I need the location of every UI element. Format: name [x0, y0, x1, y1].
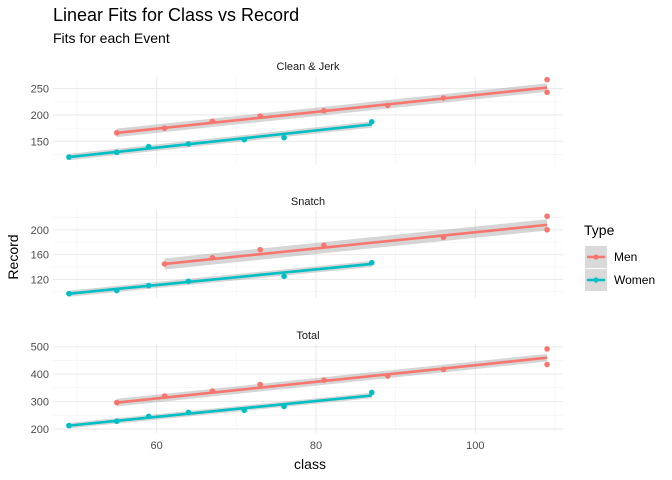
legend-key-point	[593, 254, 599, 260]
data-point	[544, 213, 550, 219]
data-point	[145, 282, 152, 289]
legend-title: Type	[584, 222, 615, 238]
data-point	[241, 407, 248, 414]
y-tick-label: 120	[31, 274, 49, 286]
data-point	[145, 143, 152, 150]
data-point	[209, 388, 216, 394]
y-tick-label: 400	[31, 369, 49, 381]
data-point	[321, 377, 327, 383]
data-point	[544, 227, 550, 233]
legend-key-point	[593, 277, 599, 283]
data-point	[440, 95, 447, 101]
facet-panel: Snatch 120 160 200	[31, 196, 563, 298]
series-men	[113, 76, 550, 138]
legend-label: Women	[614, 273, 655, 287]
data-point	[281, 273, 287, 280]
series-women	[66, 389, 375, 429]
x-tick-label: 60	[150, 440, 162, 452]
fit-line	[164, 223, 548, 266]
data-point	[113, 399, 120, 406]
series-men	[113, 346, 550, 407]
fit-line	[116, 356, 548, 404]
data-point	[113, 418, 120, 425]
series-women	[66, 259, 375, 297]
legend-item-men: Men	[585, 246, 637, 268]
fit-line	[116, 86, 548, 135]
data-point	[257, 246, 263, 253]
data-point	[440, 366, 447, 373]
data-point	[384, 373, 391, 379]
series-women	[66, 118, 375, 161]
data-point	[113, 149, 120, 156]
facet-strip-title: Snatch	[291, 196, 325, 208]
y-tick-label: 200	[31, 225, 49, 237]
data-point	[185, 141, 192, 147]
data-point	[209, 118, 216, 125]
data-point	[113, 130, 120, 136]
data-point	[145, 413, 152, 420]
data-point	[66, 154, 72, 160]
y-tick-label: 500	[31, 342, 49, 354]
data-point	[281, 134, 287, 141]
data-point	[257, 113, 263, 119]
data-point	[161, 125, 168, 131]
y-tick-label: 300	[31, 397, 49, 409]
x-tick-label: 100	[466, 440, 484, 452]
chart-title: Linear Fits for Class vs Record	[53, 5, 299, 25]
y-axis-title: Record	[5, 234, 21, 279]
facet-strip-title: Total	[296, 330, 319, 342]
facet-panels: Clean & Jerk150200250Snatch120160200Tota…	[31, 61, 563, 452]
data-point	[368, 259, 375, 266]
legend-label: Men	[614, 250, 637, 264]
data-point	[185, 409, 192, 416]
facet-strip-title: Clean & Jerk	[277, 61, 340, 73]
data-point	[368, 118, 375, 125]
data-point	[66, 422, 72, 429]
x-axis-title: class	[294, 456, 326, 472]
data-point	[321, 242, 327, 249]
data-point	[544, 346, 550, 352]
legend: Type Men Women	[584, 222, 655, 291]
data-point	[544, 76, 550, 83]
x-tick-label: 80	[310, 440, 322, 452]
y-tick-label: 200	[31, 110, 49, 122]
chart-subtitle: Fits for each Event	[53, 30, 170, 46]
data-point	[321, 107, 327, 114]
data-point	[113, 287, 120, 294]
facet-panel: Clean & Jerk 150 200 250	[31, 61, 563, 165]
data-point	[185, 278, 192, 285]
data-point	[281, 403, 287, 410]
data-point	[384, 102, 391, 109]
data-point	[161, 261, 168, 267]
y-tick-label: 150	[31, 136, 49, 148]
data-point	[368, 389, 375, 396]
series-men	[161, 213, 550, 270]
data-point	[544, 89, 550, 96]
y-tick-label: 160	[31, 250, 49, 262]
data-point	[161, 393, 168, 399]
data-point	[257, 381, 263, 388]
y-tick-label: 200	[31, 424, 49, 436]
data-point	[440, 234, 447, 241]
legend-item-women: Women	[585, 269, 655, 291]
data-point	[544, 361, 550, 368]
data-point	[209, 254, 216, 261]
y-tick-label: 250	[31, 84, 49, 96]
facet-panel: Total 200 300 400 500 60 80 100	[31, 330, 563, 452]
data-point	[66, 290, 72, 297]
fit-line	[68, 262, 372, 295]
data-point	[241, 136, 248, 143]
